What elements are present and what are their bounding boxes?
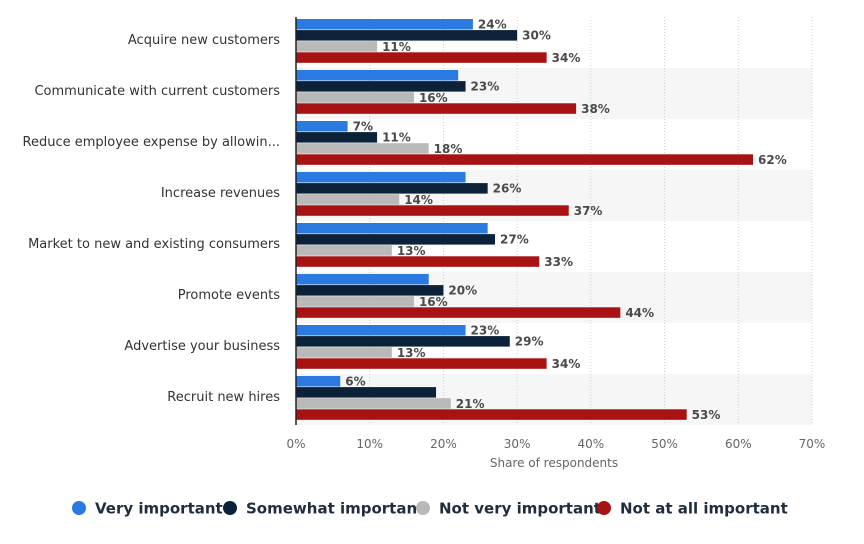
category-label: Recruit new hires: [167, 390, 280, 405]
data-label: 23%: [471, 324, 500, 338]
data-label: 16%: [419, 295, 448, 309]
legend-item[interactable]: Somewhat important: [223, 500, 424, 518]
legend-label: Somewhat important: [246, 500, 424, 518]
legend-marker: [223, 501, 237, 515]
bar[interactable]: [296, 121, 348, 132]
x-axis-title: Share of respondents: [490, 456, 618, 470]
x-tick-label: 60%: [725, 437, 752, 451]
bar[interactable]: [296, 143, 429, 154]
bar[interactable]: [296, 103, 577, 114]
category-labels: Acquire new customers Communicate with cu…: [23, 33, 281, 405]
bar[interactable]: [296, 81, 466, 92]
bar[interactable]: [296, 336, 510, 347]
bar[interactable]: [296, 52, 547, 63]
bar[interactable]: [296, 205, 569, 216]
x-tick-label: 30%: [504, 437, 531, 451]
bar[interactable]: [296, 256, 540, 267]
category-label: Promote events: [178, 288, 280, 303]
legend-marker: [72, 501, 86, 515]
data-label: 21%: [456, 397, 485, 411]
legend-label: Not at all important: [620, 500, 788, 518]
legend-label: Not very important: [439, 500, 601, 518]
bar[interactable]: [296, 70, 459, 81]
bar[interactable]: [296, 172, 466, 183]
bars: [296, 19, 754, 420]
data-label: 34%: [552, 51, 581, 65]
data-label: 33%: [544, 255, 573, 269]
bar[interactable]: [296, 285, 444, 296]
data-label: 44%: [625, 306, 654, 320]
x-tick-label: 0%: [286, 437, 305, 451]
bar[interactable]: [296, 409, 687, 420]
bar[interactable]: [296, 274, 429, 285]
bar[interactable]: [296, 41, 378, 52]
bar[interactable]: [296, 347, 392, 358]
data-label: 53%: [692, 408, 721, 422]
legend-marker: [416, 501, 430, 515]
data-label: 37%: [574, 204, 603, 218]
data-label: 16%: [419, 91, 448, 105]
category-label: Market to new and existing consumers: [28, 237, 280, 252]
bar[interactable]: [296, 154, 754, 165]
data-label: 27%: [500, 233, 529, 247]
category-label: Advertise your business: [124, 339, 280, 354]
data-label: 38%: [581, 102, 610, 116]
bar[interactable]: [296, 398, 451, 409]
data-label: 62%: [758, 153, 787, 167]
bar[interactable]: [296, 245, 392, 256]
bar[interactable]: [296, 296, 414, 307]
x-tick-label: 20%: [430, 437, 457, 451]
x-tick-label: 70%: [799, 437, 826, 451]
category-label: Acquire new customers: [128, 33, 280, 48]
data-label: 11%: [382, 131, 411, 145]
data-label: 29%: [515, 335, 544, 349]
legend-marker: [597, 501, 611, 515]
legend-item[interactable]: Not very important: [416, 500, 601, 518]
data-label: 7%: [353, 120, 373, 134]
category-label: Increase revenues: [161, 186, 280, 201]
legend-item[interactable]: Very important: [72, 500, 223, 518]
bar[interactable]: [296, 376, 341, 387]
data-label: 13%: [397, 346, 426, 360]
x-tick-label: 10%: [356, 437, 383, 451]
data-labels: 24% 30% 11% 34% 23% 16% 38% 7% 11% 18% 62% 26% 14% 37…: [345, 18, 787, 422]
data-label: 13%: [397, 244, 426, 258]
bar[interactable]: [296, 19, 473, 30]
bar[interactable]: [296, 234, 496, 245]
data-label: 20%: [448, 284, 477, 298]
bar[interactable]: [296, 132, 378, 143]
x-tick-label: 40%: [578, 437, 605, 451]
data-label: 24%: [478, 18, 507, 32]
bar[interactable]: [296, 223, 488, 234]
data-label: 23%: [471, 80, 500, 94]
category-label: Communicate with current customers: [34, 84, 280, 99]
bar[interactable]: [296, 183, 488, 194]
data-label: 11%: [382, 40, 411, 54]
axis: 0% 10% 20% 30% 40% 50% 60% 70% Share of responde…: [286, 17, 825, 470]
x-tick-label: 50%: [651, 437, 678, 451]
bar[interactable]: [296, 358, 547, 369]
legend: Very important Somewhat important Not very…: [72, 500, 788, 518]
bar[interactable]: [296, 387, 437, 398]
bar[interactable]: [296, 307, 621, 318]
bar[interactable]: [296, 92, 414, 103]
data-label: 18%: [434, 142, 463, 156]
data-label: 14%: [404, 193, 433, 207]
category-label: Reduce employee expense by allowin...: [23, 135, 280, 150]
data-label: 30%: [522, 29, 551, 43]
data-label: 34%: [552, 357, 581, 371]
legend-item[interactable]: Not at all important: [597, 500, 788, 518]
bar[interactable]: [296, 194, 400, 205]
bar[interactable]: [296, 30, 518, 41]
data-label: 6%: [345, 375, 365, 389]
bar[interactable]: [296, 325, 466, 336]
legend-label: Very important: [95, 500, 223, 518]
data-label: 26%: [493, 182, 522, 196]
